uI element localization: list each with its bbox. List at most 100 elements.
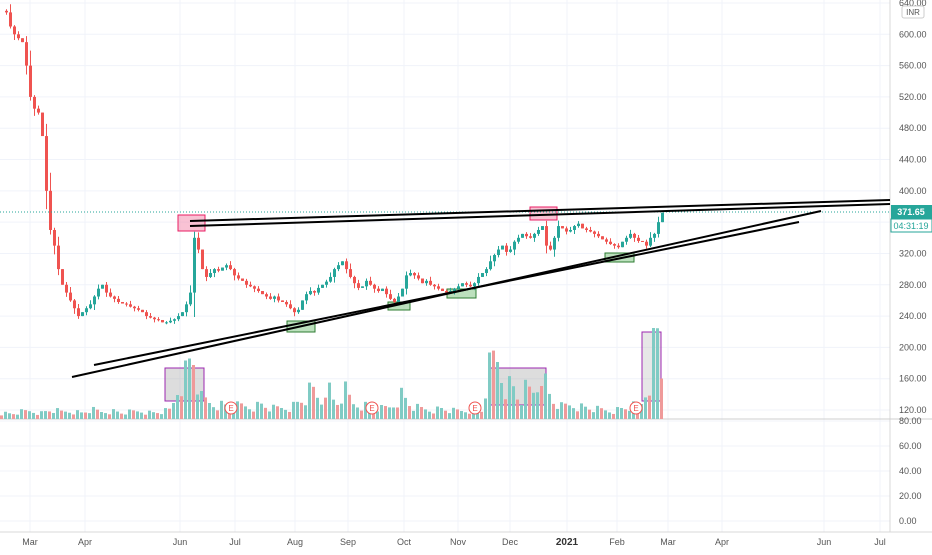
candle bbox=[521, 233, 524, 238]
volume-bar bbox=[24, 410, 27, 419]
volume-bar bbox=[288, 411, 291, 419]
candle bbox=[425, 279, 428, 286]
candle bbox=[141, 309, 144, 313]
candle bbox=[377, 286, 380, 293]
candle bbox=[41, 112, 44, 137]
support-line-2[interactable] bbox=[93, 221, 800, 366]
time-tick-label: Nov bbox=[450, 537, 467, 547]
trendlines[interactable] bbox=[71, 199, 891, 378]
candle bbox=[509, 246, 512, 253]
volume-bar bbox=[448, 413, 451, 419]
volume-bar bbox=[152, 412, 155, 419]
candle bbox=[553, 236, 556, 257]
candle bbox=[5, 9, 8, 15]
earnings-markers[interactable]: E E E E bbox=[224, 401, 643, 415]
time-tick-label: Dec bbox=[502, 537, 519, 547]
candle bbox=[589, 226, 592, 233]
candle bbox=[517, 234, 520, 244]
volume-bar bbox=[568, 405, 571, 419]
candle bbox=[101, 284, 104, 289]
candle bbox=[385, 286, 388, 298]
volume-bar bbox=[280, 408, 283, 419]
candle bbox=[181, 312, 184, 317]
price-axis[interactable]: 640.00 600.00 560.00 520.00 480.00 440.00 400.… bbox=[899, 0, 927, 415]
price-tick-label: 560.00 bbox=[899, 61, 927, 71]
volume-bar bbox=[64, 411, 67, 419]
candle bbox=[417, 272, 420, 281]
volume-bar bbox=[300, 402, 303, 419]
indicator-tick-label: 80.00 bbox=[899, 416, 922, 426]
volume-bar bbox=[480, 411, 483, 419]
candle bbox=[81, 312, 84, 317]
volume-bar bbox=[548, 393, 551, 419]
volume-bar bbox=[444, 410, 447, 419]
candle bbox=[625, 235, 628, 245]
earnings-marker[interactable]: E bbox=[365, 401, 379, 415]
volume-bar bbox=[164, 408, 167, 419]
earnings-marker[interactable]: E bbox=[629, 401, 643, 415]
candle bbox=[317, 284, 320, 295]
candle bbox=[301, 300, 304, 310]
price-tick-label: 120.00 bbox=[899, 405, 927, 415]
volume-bar bbox=[376, 411, 379, 419]
time-tick-label: Feb bbox=[609, 537, 625, 547]
time-tick-label: Mar bbox=[22, 537, 38, 547]
volume-bar bbox=[452, 407, 455, 419]
volume-bar bbox=[600, 408, 603, 419]
candle bbox=[61, 269, 64, 285]
price-tick-label: 640.00 bbox=[899, 0, 927, 8]
volume-bar bbox=[608, 412, 611, 419]
volume-bar bbox=[272, 404, 275, 419]
volume-bar bbox=[396, 407, 399, 419]
volume-bar bbox=[156, 413, 159, 419]
candle bbox=[25, 36, 28, 75]
candle bbox=[349, 263, 352, 279]
earnings-marker[interactable]: E bbox=[468, 401, 482, 415]
volume-bar bbox=[592, 412, 595, 419]
candle bbox=[105, 281, 108, 297]
volume-bar bbox=[312, 386, 315, 419]
volume-bar bbox=[344, 381, 347, 419]
volume-bar bbox=[208, 403, 211, 419]
volume-bar bbox=[380, 405, 383, 419]
time-tick-label: Jun bbox=[173, 537, 188, 547]
candle bbox=[85, 306, 88, 316]
candle bbox=[485, 267, 488, 277]
volume-bar bbox=[68, 412, 71, 419]
time-tick-label: Mar bbox=[660, 537, 676, 547]
candle bbox=[333, 267, 336, 283]
volume-bar bbox=[532, 392, 535, 419]
candle bbox=[505, 243, 508, 256]
resistance-line-1[interactable] bbox=[189, 199, 891, 222]
earnings-marker[interactable]: E bbox=[224, 401, 238, 415]
volume-bar bbox=[304, 405, 307, 419]
indicator-axis[interactable]: 80.00 60.00 40.00 20.00 0.00 bbox=[899, 416, 922, 526]
volume-bar bbox=[268, 411, 271, 419]
candle bbox=[577, 221, 580, 228]
volume-bar bbox=[576, 411, 579, 419]
volume-bar bbox=[524, 379, 527, 419]
price-tick-label: 280.00 bbox=[899, 280, 927, 290]
price-tick-label: 240.00 bbox=[899, 311, 927, 321]
time-tick-label: Jun bbox=[817, 537, 832, 547]
volume-bar bbox=[128, 409, 131, 419]
candle bbox=[409, 269, 412, 277]
candle bbox=[457, 283, 460, 291]
volume-bar bbox=[60, 410, 63, 419]
candle bbox=[593, 230, 596, 238]
time-axis[interactable]: Mar Apr Jun Jul Aug Sep Oct Nov Dec 2021 Feb Mar Apr… bbox=[22, 537, 886, 548]
candle bbox=[9, 4, 12, 29]
candle bbox=[13, 25, 16, 40]
resistance-box-2[interactable] bbox=[529, 206, 558, 221]
volume-bars bbox=[0, 328, 663, 419]
volume-bar bbox=[12, 414, 15, 419]
resistance-box-1[interactable] bbox=[177, 214, 206, 232]
resistance-line-2[interactable] bbox=[189, 203, 891, 227]
candle bbox=[325, 279, 328, 288]
candle bbox=[529, 233, 532, 239]
candle bbox=[121, 301, 124, 304]
candle bbox=[597, 231, 600, 238]
time-tick-label: Apr bbox=[78, 537, 92, 547]
candle bbox=[353, 275, 356, 289]
